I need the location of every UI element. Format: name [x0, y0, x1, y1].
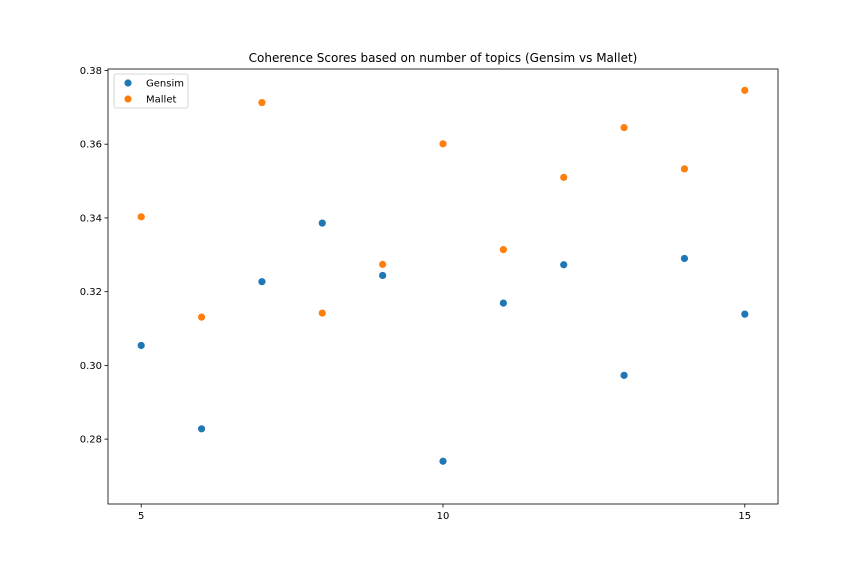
mallet-point: [439, 140, 447, 148]
legend-label-mallet: Mallet: [146, 95, 176, 106]
mallet-point: [499, 246, 507, 254]
gensim-point: [680, 254, 689, 263]
gensim-point: [439, 457, 447, 465]
gensim-point: [379, 271, 387, 280]
chart-title: Coherence Scores based on number of topi…: [249, 51, 638, 65]
gensim-point: [560, 261, 568, 269]
legend: Gensim Mallet: [113, 73, 189, 109]
x-tick-label: 10: [437, 511, 450, 522]
gensim-point: [137, 341, 145, 350]
gensim-point: [258, 278, 266, 286]
mallet-point: [137, 213, 145, 221]
series-mallet: [137, 86, 749, 321]
legend-marker-gensim: [124, 79, 132, 87]
mallet-point: [197, 313, 206, 321]
data-points: [137, 86, 749, 465]
gensim-point: [499, 299, 507, 307]
x-tick-label: 15: [738, 511, 751, 522]
y-tick-label: 0.34: [80, 213, 102, 224]
gensim-point: [620, 371, 628, 379]
y-tick-label: 0.32: [80, 287, 102, 298]
y-tick-label: 0.36: [80, 140, 102, 151]
mallet-point: [620, 124, 628, 132]
y-tick-label: 0.28: [80, 435, 102, 446]
x-tick-label: 5: [138, 511, 144, 522]
y-tick-label: 0.30: [80, 361, 102, 372]
x-axis-ticks: 5 10 15: [138, 504, 751, 522]
gensim-point: [197, 425, 206, 433]
series-gensim: [137, 219, 749, 465]
gensim-point: [318, 219, 326, 227]
legend-marker-mallet: [124, 95, 132, 103]
axes-frame: [107, 68, 779, 505]
gensim-point: [741, 310, 749, 318]
mallet-point: [379, 260, 387, 268]
mallet-point: [258, 98, 266, 107]
mallet-point: [318, 309, 326, 317]
legend-box: [113, 73, 189, 109]
y-axis-ticks: 0.28 0.30 0.32 0.34 0.36 0.38: [80, 66, 108, 446]
legend-label-gensim: Gensim: [146, 79, 184, 90]
mallet-point: [560, 173, 568, 181]
mallet-point: [680, 165, 689, 173]
y-tick-label: 0.38: [80, 66, 102, 77]
mallet-point: [741, 86, 749, 94]
